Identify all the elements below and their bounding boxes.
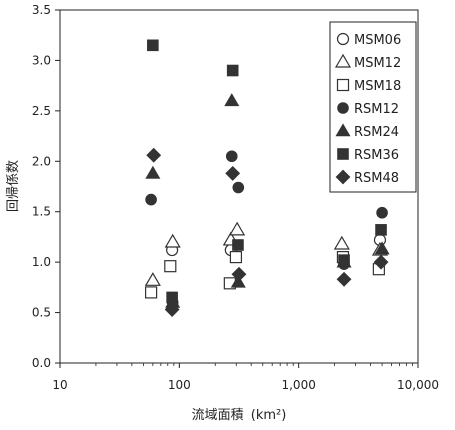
y-tick-label: 3.0 <box>32 53 51 67</box>
y-tick-label: 1.0 <box>32 255 51 269</box>
data-point-rsm36 <box>232 239 244 251</box>
data-point-rsm24 <box>374 241 390 255</box>
y-tick-label: 0.5 <box>32 306 51 320</box>
y-axis-ticks: 0.0 0.5 1.0 1.5 2.0 2.5 3.0 3.5 <box>32 3 60 370</box>
data-point-msm18 <box>164 260 177 273</box>
legend-label-rsm36: RSM36 <box>354 148 399 163</box>
data-point-rsm48 <box>373 254 389 270</box>
x-tick-label: 10,000 <box>397 378 439 392</box>
data-point-rsm36 <box>226 64 239 77</box>
y-tick-label: 2.5 <box>32 104 51 118</box>
y-tick-label: 0.0 <box>32 356 51 370</box>
y-tick-label: 1.5 <box>32 205 51 219</box>
data-point-rsm36 <box>147 39 159 52</box>
x-axis-ticks: 10 100 1,000 10,000 <box>52 363 439 392</box>
legend-marker-rsm24 <box>335 123 351 137</box>
data-point-rsm48 <box>336 271 352 287</box>
x-axis-title-unit: (km²) <box>251 408 287 423</box>
data-point-rsm24 <box>230 274 246 288</box>
data-point-rsm36 <box>338 254 350 266</box>
legend-marker-msm12 <box>334 53 352 68</box>
data-point-rsm12 <box>376 206 388 219</box>
data-point-msm12 <box>164 233 181 248</box>
data-point-rsm24 <box>224 93 240 107</box>
data-point-rsm24 <box>145 165 161 179</box>
legend: MSM06 MSM12 MSM18 RSM12 RSM24 RSM36 RSM48 <box>329 21 417 193</box>
data-markers <box>144 39 390 317</box>
legend-label-rsm48: RSM48 <box>354 171 399 186</box>
legend-label-msm06: MSM06 <box>354 33 401 48</box>
data-point-msm12 <box>333 235 350 250</box>
data-point-rsm36 <box>166 291 178 304</box>
legend-label-rsm12: RSM12 <box>354 102 399 117</box>
legend-label-msm18: MSM18 <box>354 79 401 94</box>
y-tick-label: 2.0 <box>32 154 51 168</box>
x-tick-label: 100 <box>168 378 191 392</box>
data-point-rsm12 <box>232 181 245 194</box>
data-point-msm12 <box>144 272 161 286</box>
y-axis-title: 回帰係数 <box>5 160 21 212</box>
x-tick-label: 10 <box>52 378 67 392</box>
legend-label-rsm24: RSM24 <box>354 125 399 140</box>
data-point-rsm48 <box>146 147 162 163</box>
legend-marker-msm18 <box>336 78 350 92</box>
data-point-rsm12 <box>145 193 157 206</box>
legend-marker-rsm48 <box>335 169 351 185</box>
data-point-rsm48 <box>164 302 180 317</box>
data-point-msm18 <box>229 251 243 264</box>
y-tick-label: 3.5 <box>32 3 51 17</box>
legend-marker-rsm36 <box>337 148 349 160</box>
x-axis-title-main: 流域面積 <box>192 408 244 423</box>
legend-marker-rsm12 <box>337 102 349 114</box>
legend-marker-msm06 <box>336 32 350 46</box>
data-point-rsm12 <box>225 150 238 163</box>
plot-area <box>59 9 419 364</box>
legend-label-msm12: MSM12 <box>354 56 401 71</box>
data-point-rsm48 <box>231 266 247 282</box>
x-tick-label: 1,000 <box>281 378 315 392</box>
data-point-rsm48 <box>225 165 241 181</box>
x-axis-title: 流域面積 (km²) <box>192 408 287 423</box>
data-point-msm12 <box>229 221 246 236</box>
data-point-msm18 <box>145 286 158 299</box>
legend-items: MSM06 MSM12 MSM18 RSM12 RSM24 RSM36 RSM48 <box>334 32 401 186</box>
data-point-rsm36 <box>375 224 387 236</box>
